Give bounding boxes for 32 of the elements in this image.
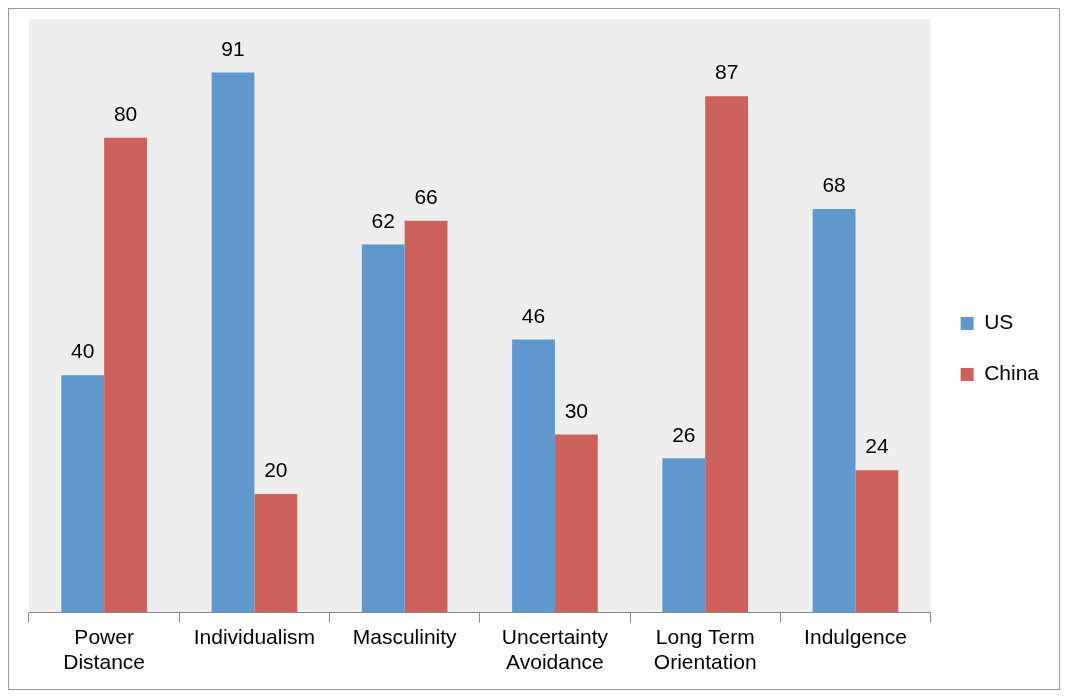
bar [361,244,405,613]
data-label: 62 [371,208,395,232]
bar [512,339,555,613]
data-label: 87 [714,60,739,84]
bar [662,458,706,613]
bar [812,208,856,613]
data-label: 40 [71,339,95,363]
data-label: 24 [865,434,889,458]
bar [705,96,749,613]
data-label: 30 [564,398,589,422]
x-tick-label: Individualism [193,625,316,648]
data-label: 68 [822,173,846,197]
x-tick-label: Power Distance [63,625,145,674]
data-label: 66 [414,185,438,209]
data-label: 91 [221,36,245,60]
bar [104,137,147,613]
data-label: 20 [264,458,288,482]
x-tick-label: Indulgence [804,625,907,648]
data-label: 26 [672,422,696,446]
x-tick-label: Uncertainty Avoidance [501,625,609,674]
x-tick-label: Masculinity [352,625,458,648]
bar [404,220,448,613]
data-label: 80 [113,102,138,126]
data-label: 46 [521,303,546,327]
bar [61,375,105,613]
legend-label: China [984,361,1040,385]
x-tick-label: Long Term Orientation [653,625,757,674]
bar [254,493,298,613]
bar [855,470,899,613]
bar [554,434,598,613]
bar [211,72,255,613]
legend-label: US [984,310,1014,334]
